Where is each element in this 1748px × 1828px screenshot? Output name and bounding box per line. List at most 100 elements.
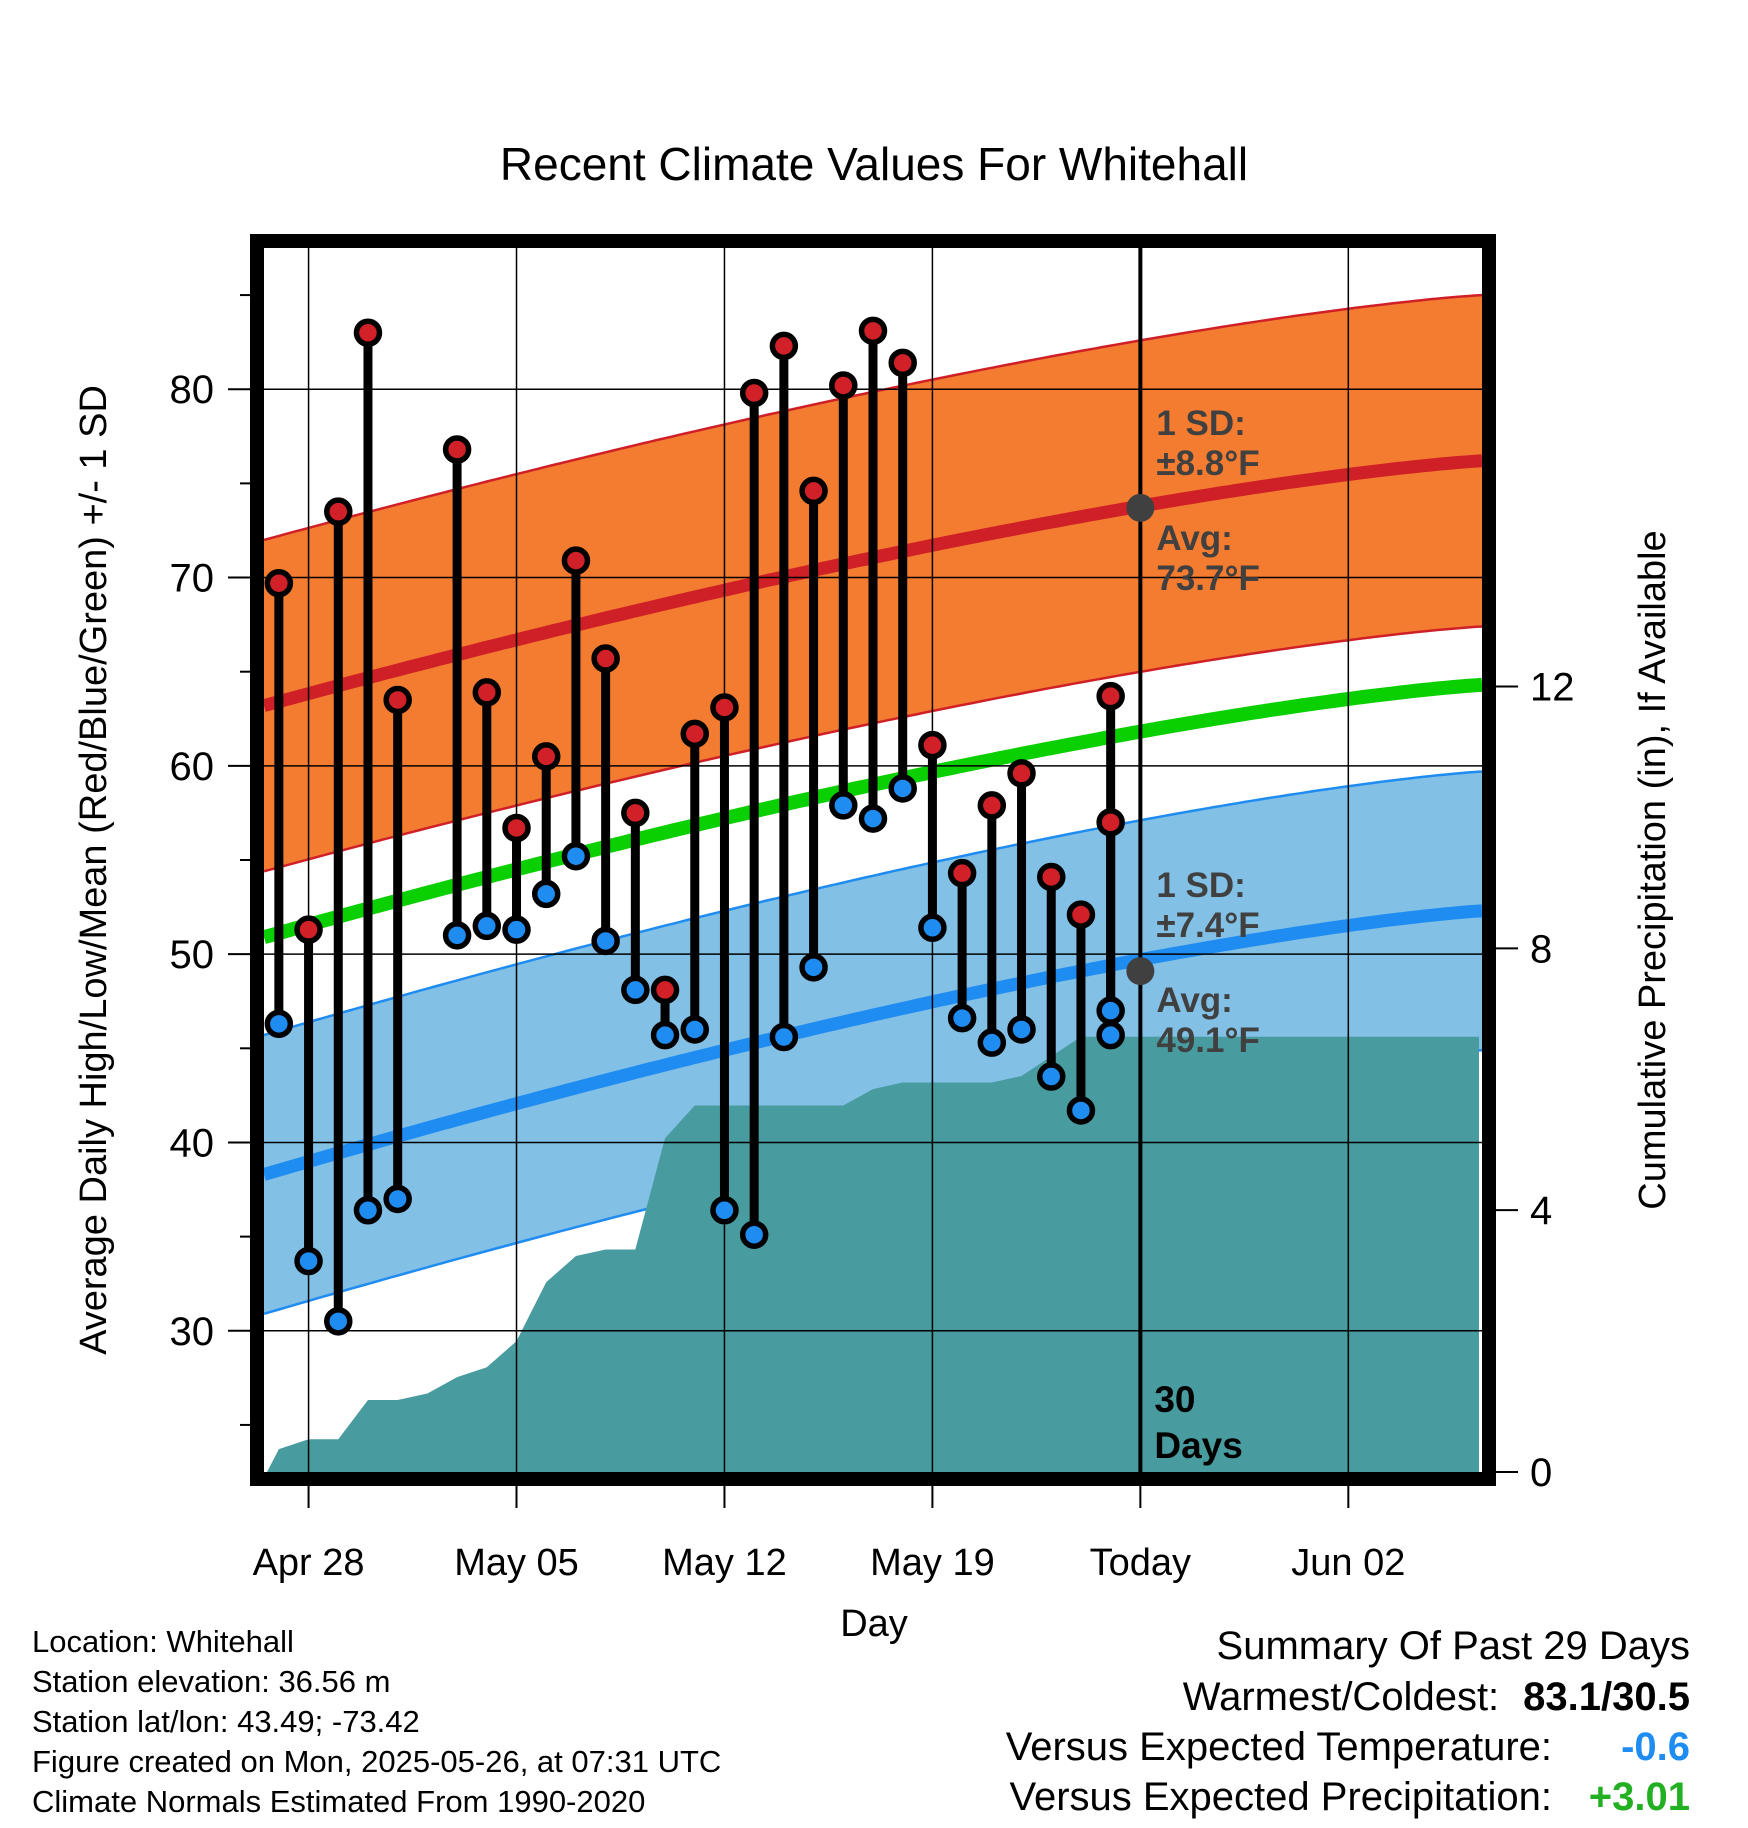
- y-tick-label-30: 30: [170, 1310, 215, 1354]
- high-point-14: [650, 975, 680, 1005]
- high-point-3: [324, 497, 353, 526]
- low-band-upper-edge: [264, 770, 1482, 1037]
- high-avg-label: Avg: 73.7°F: [1156, 519, 1260, 598]
- high-point-29: [1096, 808, 1125, 837]
- low-point-24: [947, 1003, 977, 1033]
- x-tick-label-5: Jun 02: [1291, 1542, 1405, 1584]
- y-axis-label: Average Daily High/Low/Mean (Red/Blue/Gr…: [73, 385, 115, 1355]
- x-tick-label-0: Apr 28: [253, 1542, 365, 1584]
- high-point-1: [264, 568, 294, 598]
- latlon-text: Station lat/lon: 43.49; -73.42: [32, 1704, 420, 1739]
- x-tick-label-3: May 19: [870, 1542, 995, 1584]
- high-point-13: [621, 798, 650, 828]
- today-days-label: 30 Days: [1154, 1379, 1242, 1466]
- high-point-26: [1007, 759, 1036, 788]
- high-point-19: [799, 476, 828, 506]
- low-point-1: [264, 1009, 294, 1039]
- temp-value: -0.6: [1621, 1725, 1690, 1769]
- station-info: Location: Whitehall Station elevation: 3…: [32, 1622, 721, 1822]
- temp-label: Versus Expected Temperature:: [1005, 1725, 1552, 1769]
- created-text: Figure created on Mon, 2025-05-26, at 07…: [32, 1744, 722, 1779]
- low-point-27: [1036, 1062, 1066, 1091]
- summary-panel: Summary Of Past 29 Days Warmest/Coldest:…: [1006, 1620, 1690, 1822]
- low-point-23: [918, 913, 947, 943]
- high-sd-label: 1 SD: ±8.8°F: [1156, 404, 1259, 483]
- low-point-12: [591, 926, 620, 956]
- high-point-16: [710, 693, 739, 722]
- low-point-3: [324, 1307, 353, 1336]
- low-point-11: [561, 841, 591, 871]
- today-low-avg-marker: [1126, 957, 1155, 986]
- y-tick-label-40: 40: [170, 1121, 215, 1165]
- low-point-10: [531, 879, 561, 909]
- high-point-9: [502, 813, 531, 843]
- precip-value: +3.01: [1588, 1775, 1690, 1819]
- y2-tick-label-12: 12: [1530, 666, 1575, 710]
- low-point-9: [502, 915, 531, 944]
- high-point-5: [383, 685, 412, 715]
- low-point-5: [383, 1184, 412, 1214]
- low-point-13: [621, 975, 650, 1005]
- precip-fill: [267, 1036, 1479, 1472]
- normals-text: Climate Normals Estimated From 1990-2020: [32, 1784, 646, 1819]
- low-point-26: [1007, 1015, 1036, 1044]
- y-tick-label-60: 60: [170, 745, 215, 789]
- y2-axis-label: Cumulative Precipitation (in), If Availa…: [1632, 530, 1674, 1209]
- plot-frame: [250, 234, 1496, 1486]
- low-point-17: [739, 1220, 769, 1249]
- daily-points: [264, 316, 1125, 1336]
- high-point-27: [1036, 862, 1066, 892]
- low-point-2: [294, 1246, 323, 1276]
- high-point-12: [591, 644, 620, 673]
- daily-range-stems: [274, 330, 1116, 1322]
- y-tick-label-80: 80: [170, 368, 215, 412]
- low-point-19: [799, 953, 828, 982]
- high-point-8: [472, 678, 502, 707]
- y2-tick-label-8: 8: [1530, 927, 1552, 971]
- low-point-22: [888, 774, 917, 803]
- precip-label: Versus Expected Precipitation:: [1009, 1775, 1552, 1819]
- high-point-11: [561, 546, 591, 575]
- precipitation-area: [267, 1036, 1479, 1472]
- high-point-28: [1066, 900, 1096, 929]
- axes: 30 40 50 60 70 80 0 4 8 12 Apr 28 May 05 May 12 May 1…: [170, 294, 1575, 1584]
- low-point-8: [472, 911, 502, 941]
- elevation-text: Station elevation: 36.56 m: [32, 1664, 391, 1699]
- low-point-20: [829, 791, 858, 820]
- y2-tick-label-0: 0: [1530, 1451, 1552, 1495]
- high-point-25: [977, 791, 1007, 820]
- low-group: [264, 770, 1482, 1316]
- low-point-7: [442, 921, 472, 950]
- low-point-4: [353, 1196, 383, 1225]
- high-point-20: [829, 371, 858, 400]
- x-tick-label-2: May 12: [662, 1542, 787, 1584]
- location-text: Location: Whitehall: [32, 1624, 294, 1659]
- y-tick-label-50: 50: [170, 933, 215, 977]
- low-point-16: [710, 1196, 739, 1225]
- low-point-28: [1066, 1096, 1096, 1125]
- high-point-22: [888, 348, 917, 378]
- high-point-23: [918, 730, 947, 760]
- low-point-15: [680, 1015, 710, 1044]
- precip-row: Versus Expected Precipitation: +3.01: [1006, 1772, 1690, 1822]
- chart-title: Recent Climate Values For Whitehall: [500, 138, 1248, 190]
- high-point-10: [531, 742, 561, 771]
- x-axis-label: Day: [840, 1603, 908, 1645]
- high-point-15: [680, 719, 710, 749]
- high-point-18: [769, 331, 799, 361]
- x-tick-label-1: May 05: [454, 1542, 579, 1584]
- x-tick-label-4: Today: [1090, 1542, 1191, 1584]
- low-avg-label: Avg: 49.1°F: [1156, 981, 1260, 1060]
- high-point-4: [353, 318, 383, 347]
- high-point-17: [739, 378, 769, 408]
- today-high-avg-marker: [1126, 493, 1155, 522]
- low-point-21: [858, 804, 888, 833]
- summary-title: Summary Of Past 29 Days: [1216, 1624, 1690, 1668]
- low-normal-line: [264, 904, 1482, 1181]
- annotations: 1 SD: ±8.8°F Avg: 73.7°F 1 SD: ±7.4°F Avg: 49.1…: [1126, 404, 1260, 1466]
- y2-tick-label-4: 4: [1530, 1189, 1552, 1233]
- low-point-latest: [1096, 996, 1125, 1025]
- warm-cold-value: 83.1/30.5: [1523, 1675, 1690, 1719]
- high-point-24: [947, 858, 977, 888]
- low-point-18: [769, 1022, 799, 1052]
